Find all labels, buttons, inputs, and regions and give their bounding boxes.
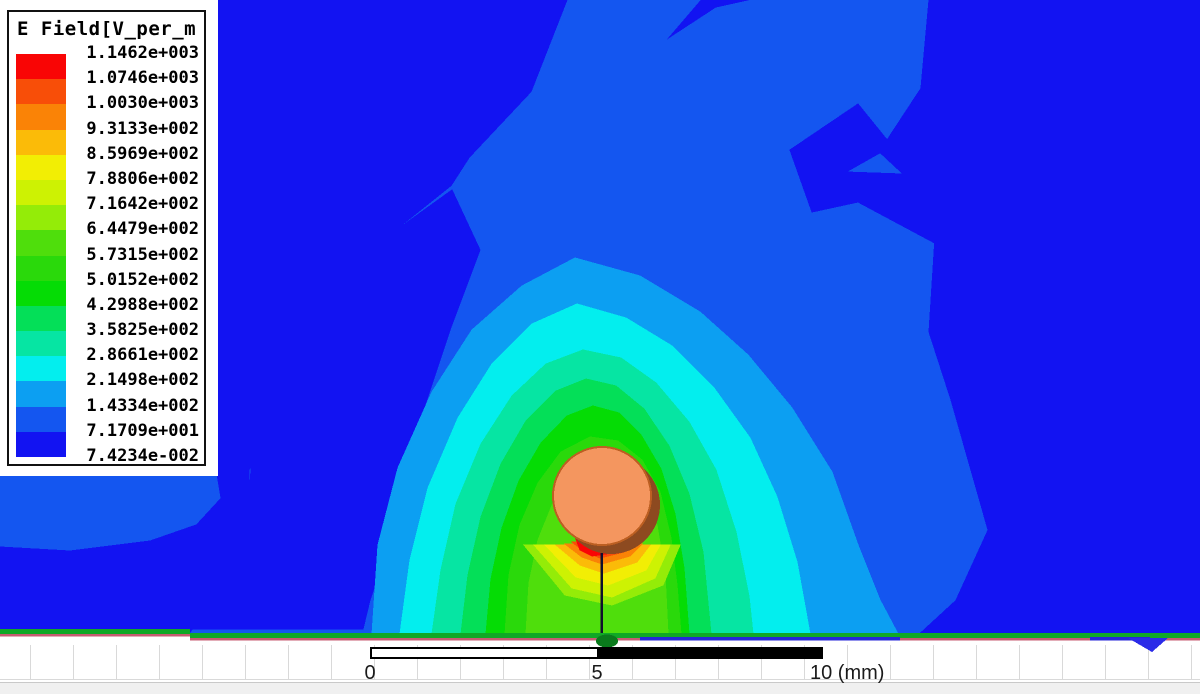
legend-color-swatch [16, 406, 66, 432]
ground-wedge-blue [1128, 638, 1168, 652]
grid-line [331, 645, 332, 679]
conductor-circle [552, 446, 652, 546]
grid-line [116, 645, 117, 679]
contour-notch-deepblue [789, 103, 983, 249]
grid-line [1191, 645, 1192, 679]
legend-value-label: 5.7315e+002 [86, 244, 199, 265]
grid-line [503, 645, 504, 679]
status-strip [0, 682, 1200, 694]
legend-values: 1.1462e+003 1.0746e+003 1.0030e+003 9.3133e… [86, 41, 199, 469]
grid-line [804, 645, 805, 679]
legend-color-swatch [16, 104, 66, 130]
legend-color-swatch [16, 381, 66, 407]
e-field-legend: E Field[V_per_m 1.1462e+003 1.0746e+003 1.… [7, 10, 206, 466]
legend-value-label: 5.0152e+002 [86, 269, 199, 290]
legend-color-swatch [16, 431, 66, 457]
legend-value-label: 6.4479e+002 [86, 219, 199, 240]
contour-pocket-blue [0, 473, 221, 551]
legend-color-swatch [16, 331, 66, 357]
grid-line [417, 645, 418, 679]
grid-line [976, 645, 977, 679]
scale-ruler [370, 647, 823, 659]
grid-line [761, 645, 762, 679]
legend-color-swatch [16, 305, 66, 332]
legend-color-swatch [16, 154, 66, 180]
grid-line [1105, 645, 1106, 679]
ground-plane-line-indigo [1090, 637, 1150, 641]
ground-plane-line-green [0, 629, 190, 634]
legend-color-swatch [16, 179, 66, 206]
legend-colorbar [16, 54, 66, 457]
grid-line [589, 645, 590, 679]
ruler-tick-label-0: 0 [364, 662, 376, 684]
legend-value-label: 7.1709e+001 [86, 420, 199, 441]
grid-line [1019, 645, 1020, 679]
grid-line [890, 645, 891, 679]
legend-color-swatch [16, 129, 66, 155]
legend-value-label: 4.2988e+002 [86, 294, 199, 315]
legend-value-label: 1.1462e+003 [86, 43, 199, 63]
grid-line [1062, 645, 1063, 679]
legend-value-label: 1.4334e+002 [86, 395, 199, 416]
ground-plane-line-indigo [640, 637, 900, 641]
ruler-bar-white-segment [372, 649, 597, 657]
ground-plane-line-pink [0, 634, 190, 637]
grid-line [374, 645, 375, 679]
grid-line [245, 645, 246, 679]
legend-title: E Field[V_per_m [17, 18, 197, 40]
legend-value-label: 8.5969e+002 [86, 143, 199, 164]
grid-line [718, 645, 719, 679]
legend-color-swatch [16, 280, 66, 306]
ruler-tick-label-5: 5 [591, 662, 603, 684]
ground-plane-line-green [190, 633, 1200, 638]
legend-color-swatch [16, 230, 66, 256]
legend-color-swatch [16, 255, 66, 281]
grid-line [632, 645, 633, 679]
grid-line [847, 645, 848, 679]
legend-value-label: 3.5825e+002 [86, 320, 199, 341]
field-plot-canvas[interactable] [0, 0, 1200, 660]
grid-line [30, 645, 31, 679]
grid-line [1148, 645, 1149, 679]
grid-line [202, 645, 203, 679]
grid-line [73, 645, 74, 679]
grid-line [933, 645, 934, 679]
legend-value-label: 1.0746e+003 [86, 68, 199, 89]
legend-value-label: 7.4234e-002 [86, 446, 199, 466]
legend-color-swatch [16, 54, 66, 80]
legend-color-swatch [16, 79, 66, 105]
grid-line [460, 645, 461, 679]
grid-horizontal-line [0, 679, 1200, 680]
ruler-tick-label-10: 10 (mm) [810, 662, 885, 684]
legend-value-label: 9.3133e+002 [86, 118, 199, 139]
grid-line [288, 645, 289, 679]
grid-line [546, 645, 547, 679]
legend-color-swatch [16, 356, 66, 382]
legend-value-label: 7.1642e+002 [86, 194, 199, 215]
legend-value-label: 7.8806e+002 [86, 168, 199, 189]
legend-color-swatch [16, 205, 66, 231]
legend-value-label: 2.8661e+002 [86, 345, 199, 366]
legend-value-label: 2.1498e+002 [86, 370, 199, 391]
via-blob [596, 634, 618, 648]
grid-line [159, 645, 160, 679]
grid-line [675, 645, 676, 679]
legend-value-label: 1.0030e+003 [86, 93, 199, 114]
feed-line [600, 543, 603, 641]
